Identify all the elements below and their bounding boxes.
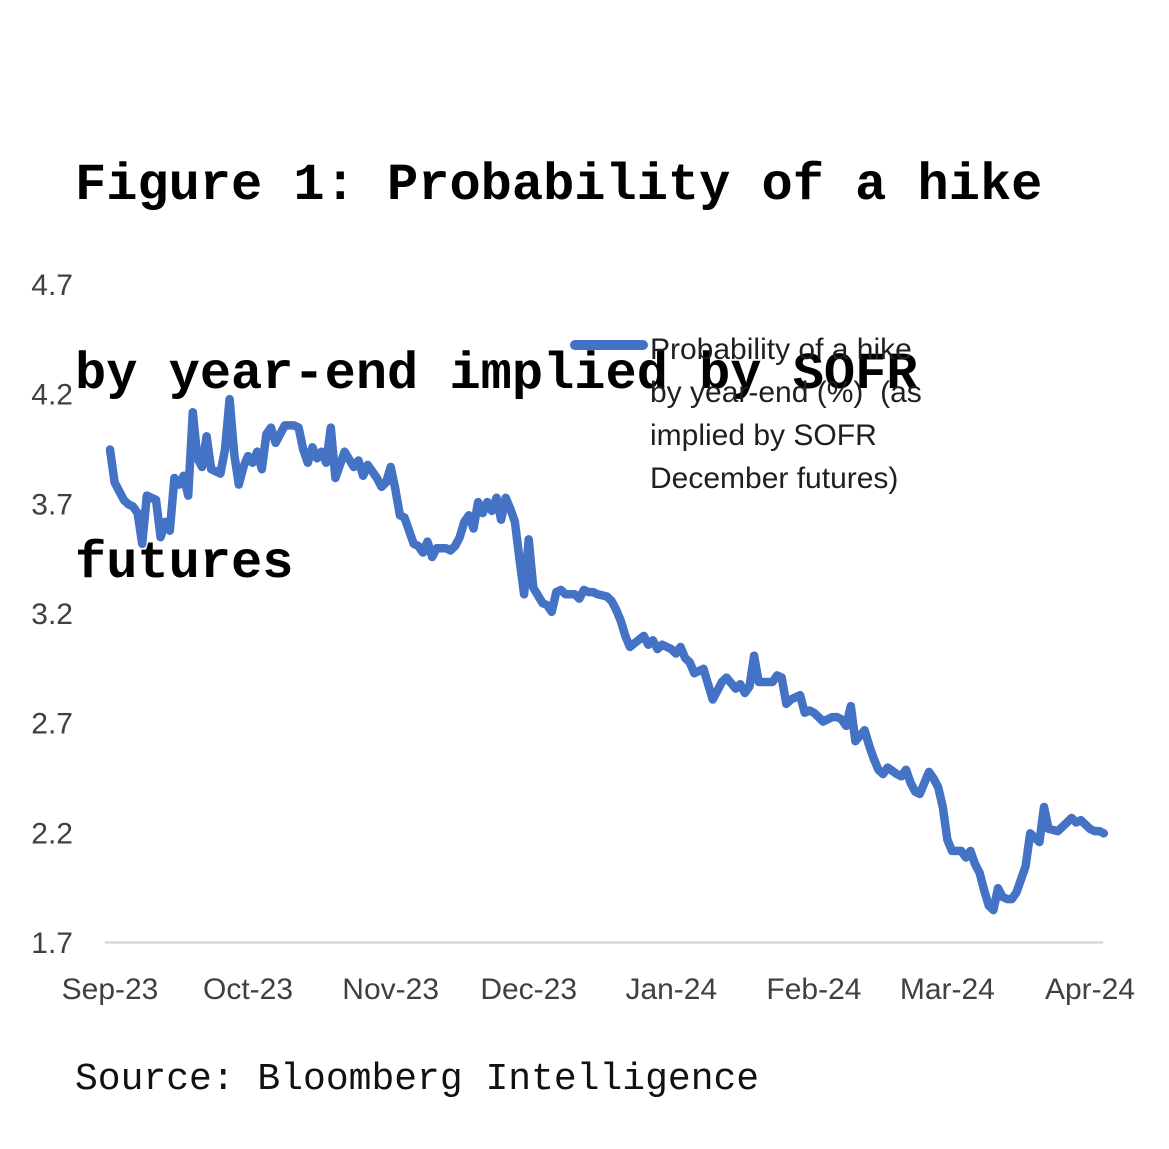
y-axis-tick-label: 3.7	[31, 488, 73, 521]
y-axis-tick-label: 4.7	[31, 269, 73, 302]
legend-label-line-3: implied by SOFR	[650, 419, 877, 452]
y-axis-tick-label: 2.2	[31, 817, 73, 850]
legend-label-line-2: by year-end (%) (as	[650, 376, 922, 409]
x-axis-tick-label: Nov-23	[342, 973, 439, 1006]
chart-legend: Probability of a hike by year-end (%) (a…	[570, 328, 922, 500]
figure-title-line-3: futures	[75, 534, 294, 593]
legend-label-line-4: December futures)	[650, 462, 899, 495]
figure-title-line-2: by year-end implied by SOFR	[75, 345, 918, 404]
y-axis-tick-label: 1.7	[31, 927, 73, 960]
x-axis-tick-label: Feb-24	[766, 973, 861, 1006]
y-axis-tick-label: 2.7	[31, 708, 73, 741]
y-axis-tick-label: 4.2	[31, 379, 73, 412]
x-axis-tick-label: Sep-23	[62, 973, 159, 1006]
figure-title: Figure 1: Probability of a hike by year-…	[75, 28, 1042, 721]
y-axis-tick-label: 3.2	[31, 598, 73, 631]
figure-title-line-1: Figure 1: Probability of a hike	[75, 156, 1043, 215]
x-axis-tick-label: Dec-23	[480, 973, 577, 1006]
x-axis-tick-label: Mar-24	[900, 973, 995, 1006]
x-axis-tick-label: Apr-24	[1045, 973, 1135, 1006]
x-axis-tick-label: Oct-23	[203, 973, 293, 1006]
x-axis-tick-label: Jan-24	[625, 973, 717, 1006]
legend-line-sample-icon	[570, 340, 648, 350]
legend-label-line-1: Probability of a hike	[650, 333, 912, 366]
source-note: Source: Bloomberg Intelligence	[75, 1058, 760, 1101]
legend-label: Probability of a hike by year-end (%) (a…	[650, 328, 922, 500]
probability-line	[105, 394, 1109, 915]
